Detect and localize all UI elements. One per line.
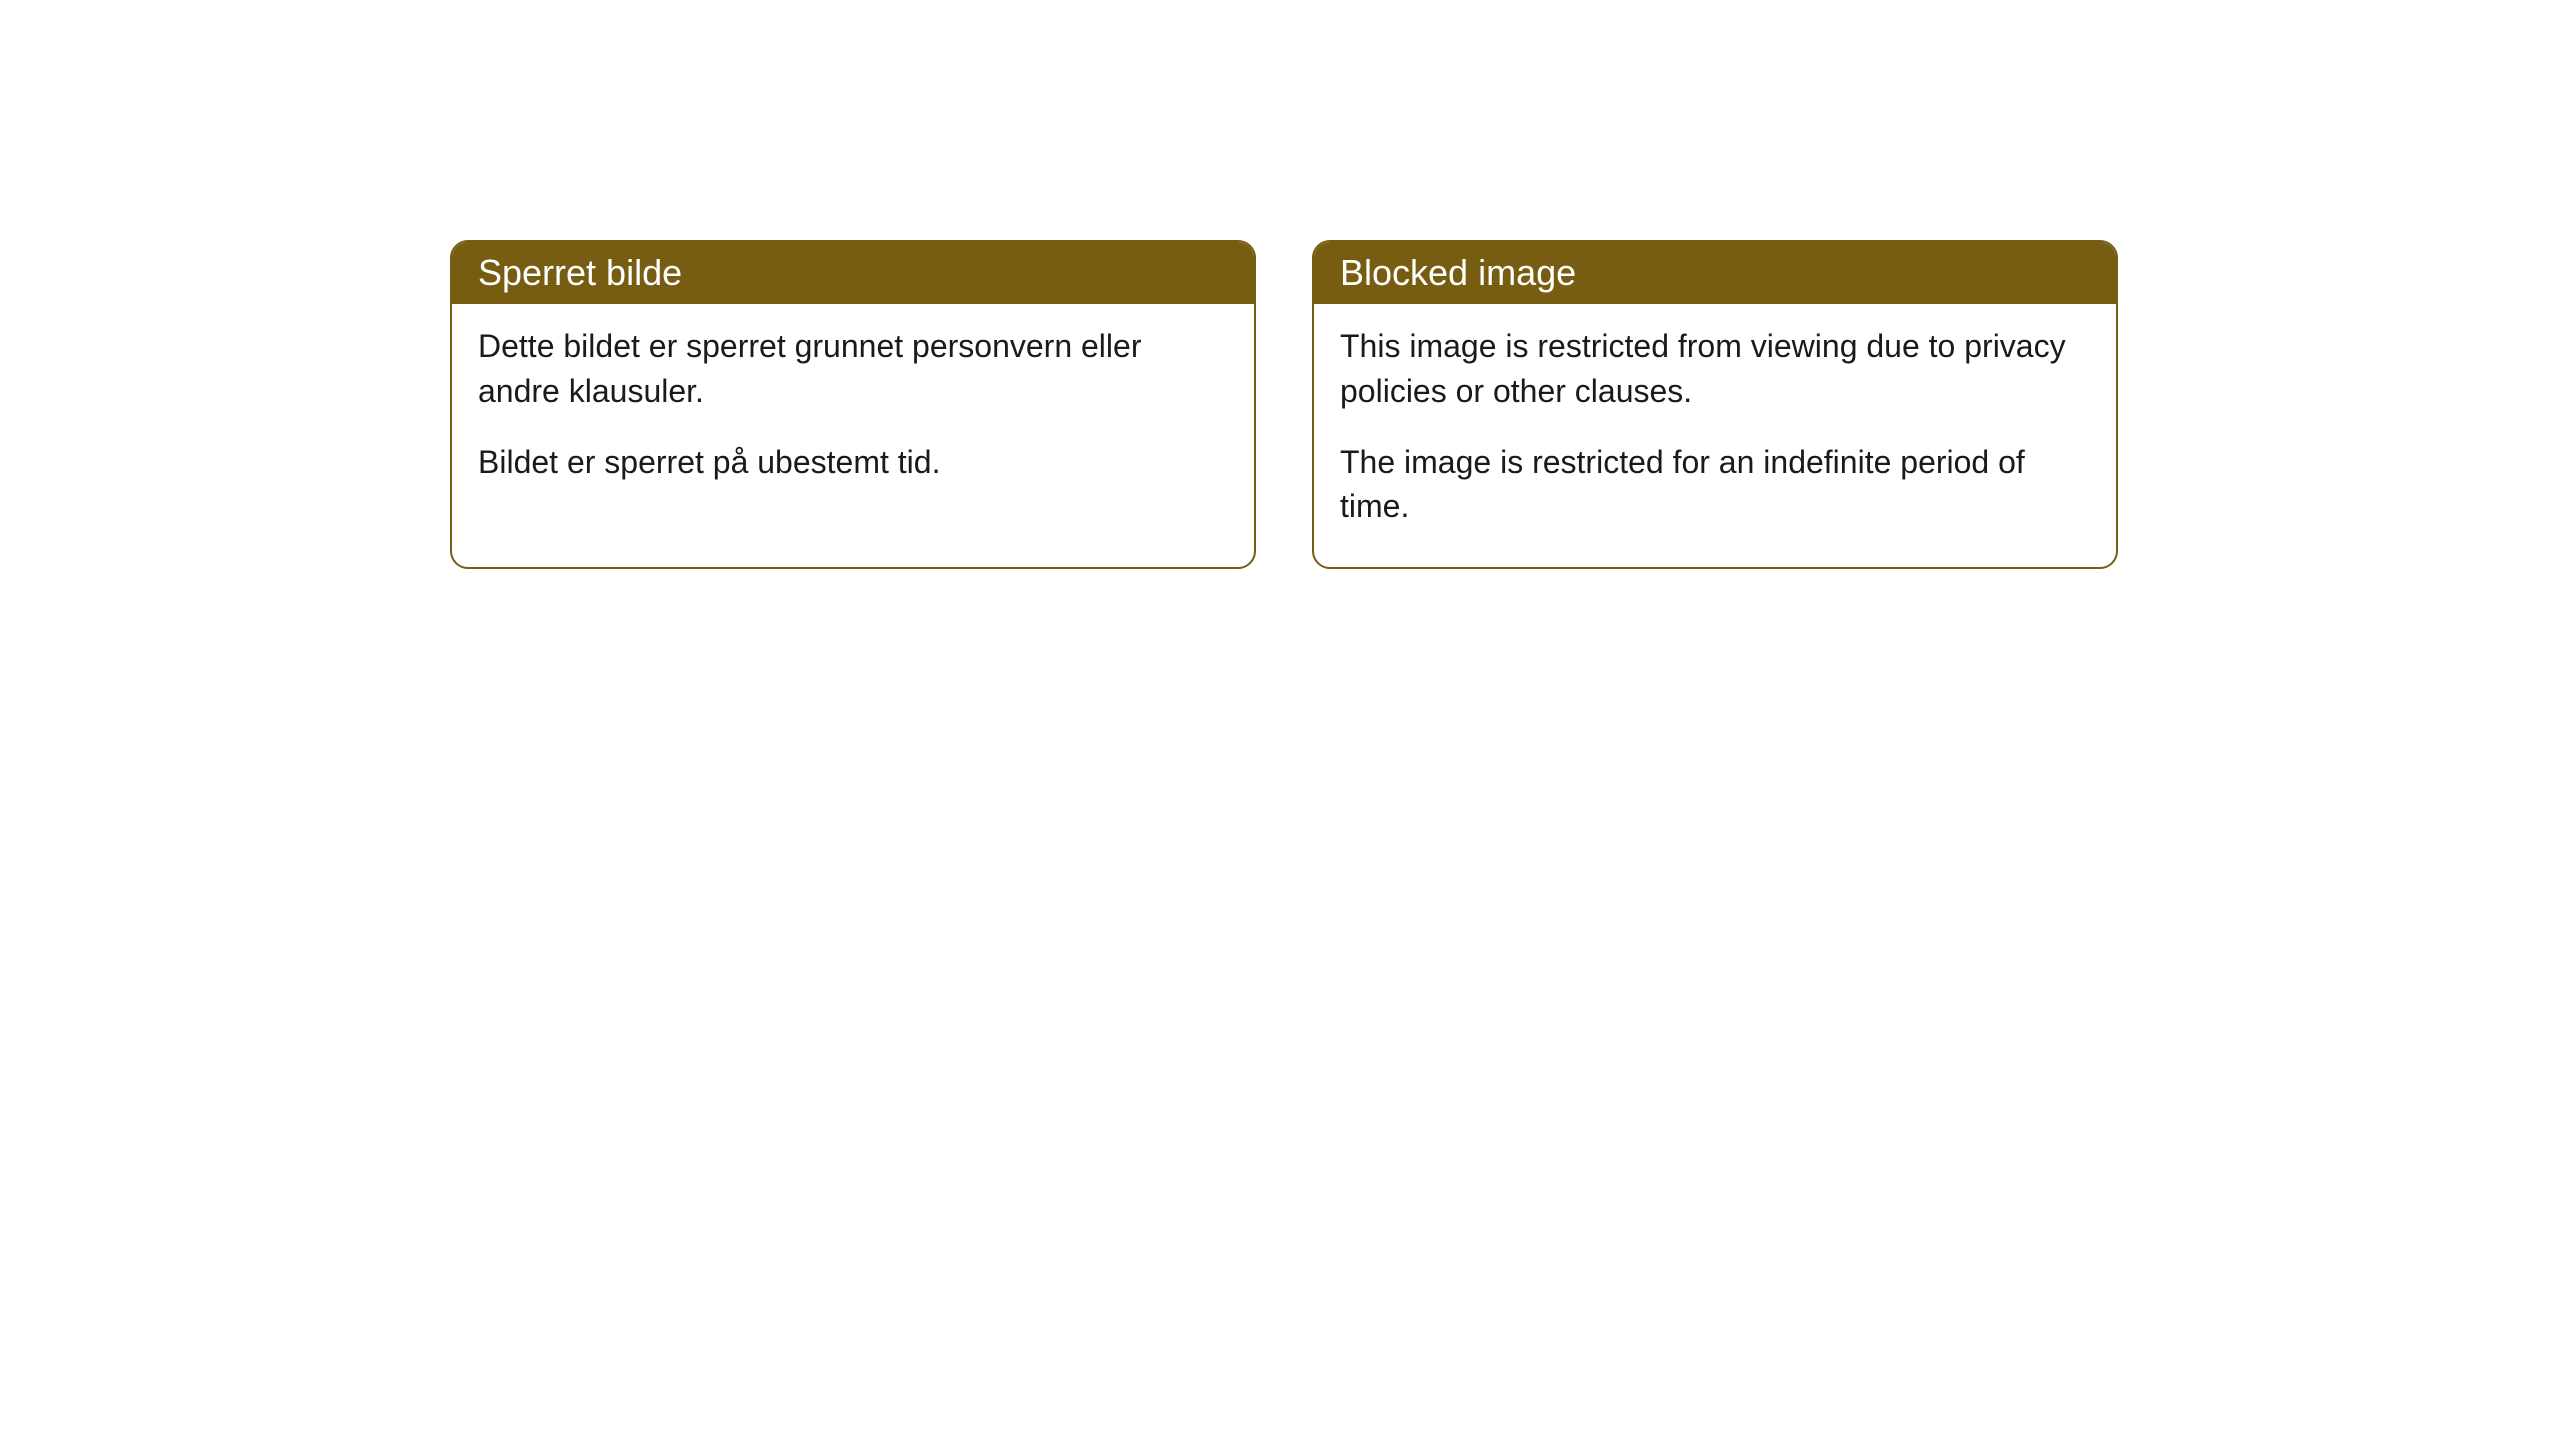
notice-body-norwegian: Dette bildet er sperret grunnet personve…	[452, 304, 1254, 522]
notice-card-norwegian: Sperret bilde Dette bildet er sperret gr…	[450, 240, 1256, 569]
notice-card-english: Blocked image This image is restricted f…	[1312, 240, 2118, 569]
notice-container: Sperret bilde Dette bildet er sperret gr…	[450, 240, 2118, 569]
notice-header-norwegian: Sperret bilde	[452, 242, 1254, 304]
notice-paragraph: Dette bildet er sperret grunnet personve…	[478, 324, 1228, 414]
notice-paragraph: This image is restricted from viewing du…	[1340, 324, 2090, 414]
notice-paragraph: The image is restricted for an indefinit…	[1340, 440, 2090, 530]
notice-header-english: Blocked image	[1314, 242, 2116, 304]
notice-body-english: This image is restricted from viewing du…	[1314, 304, 2116, 567]
notice-paragraph: Bildet er sperret på ubestemt tid.	[478, 440, 1228, 485]
